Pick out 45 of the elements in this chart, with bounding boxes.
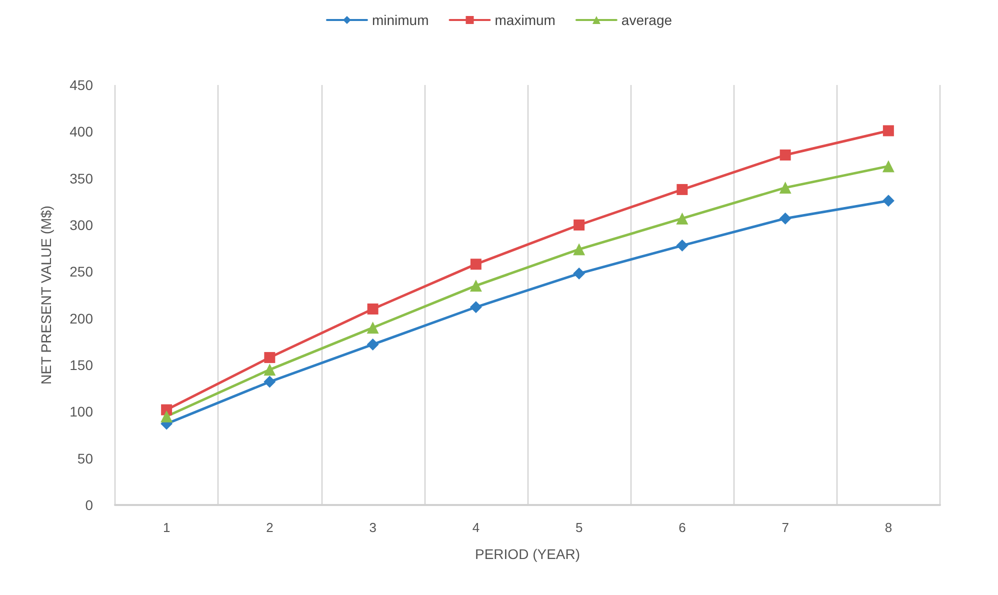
x-tick-label: 1 <box>162 520 170 535</box>
point <box>264 376 276 388</box>
point <box>573 268 586 280</box>
point <box>676 184 688 196</box>
x-tick-label: 8 <box>884 520 892 535</box>
y-tick-label: 150 <box>70 357 94 373</box>
point <box>779 212 792 224</box>
y-tick-label: 200 <box>70 310 94 326</box>
y-axis-title: NET PRESENT VALUE (M$) <box>38 206 54 384</box>
legend-label: average <box>621 12 672 28</box>
point <box>676 240 688 252</box>
point <box>366 338 379 350</box>
y-tick-label: 50 <box>77 450 94 466</box>
x-tick-label: 4 <box>472 520 480 535</box>
point <box>882 125 894 136</box>
point <box>573 243 586 256</box>
y-tick-label: 300 <box>70 217 94 233</box>
point <box>160 410 173 422</box>
legend-label: maximum <box>494 12 556 28</box>
y-tick-label: 350 <box>70 170 94 186</box>
x-tick-label: 3 <box>369 520 376 535</box>
x-tick-label: 7 <box>782 520 789 535</box>
x-tick-label: 6 <box>678 520 686 535</box>
point <box>264 364 276 376</box>
point <box>882 194 894 207</box>
point <box>780 150 791 160</box>
y-tick-label: 250 <box>70 264 94 280</box>
point <box>882 160 894 172</box>
point <box>470 301 482 314</box>
point <box>470 258 482 270</box>
point <box>264 352 276 364</box>
point <box>367 304 378 314</box>
y-tick-label: 400 <box>70 124 94 140</box>
point <box>676 212 688 224</box>
y-tick-label: 100 <box>70 404 94 420</box>
y-tick-label: 0 <box>85 497 94 513</box>
point <box>574 220 585 230</box>
legend-label: minimum <box>372 12 429 28</box>
point <box>779 182 792 194</box>
point <box>366 322 379 334</box>
x-tick-label: 2 <box>266 520 274 535</box>
x-tick-label: 5 <box>575 520 583 535</box>
point <box>470 280 482 292</box>
x-axis-title: PERIOD (YEAR) <box>474 546 580 562</box>
y-tick-label: 450 <box>70 77 94 93</box>
